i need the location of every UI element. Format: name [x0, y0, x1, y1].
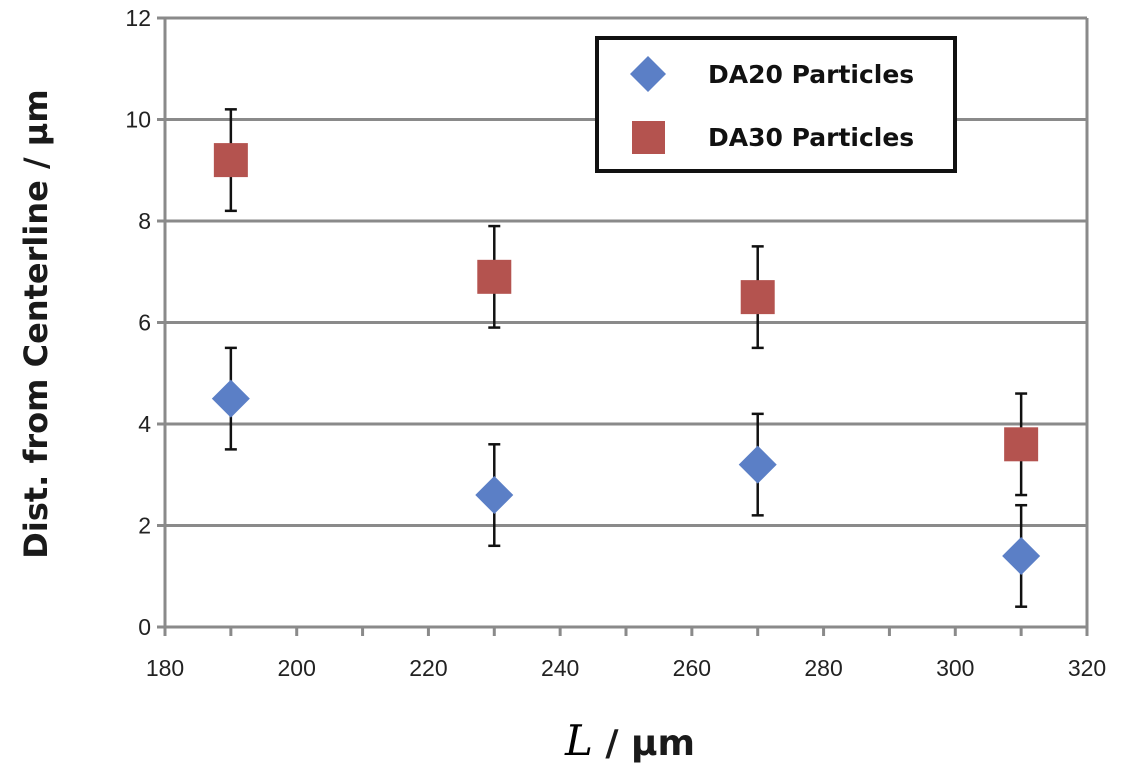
y-tick-label-6: 6 [138, 310, 151, 336]
point-da30-230 [477, 259, 512, 294]
y-tick-label-0: 0 [138, 614, 151, 640]
tick-labels: 0 2 4 6 8 10 12 180 200 220 240 260 280 300 320 [125, 5, 1106, 681]
point-da20-270 [738, 445, 777, 484]
data-markers [211, 143, 1041, 575]
legend: DA20 Particles DA30 Particles [595, 36, 957, 173]
legend-label-da30: DA30 Particles [708, 123, 914, 152]
point-da20-230 [475, 476, 514, 515]
y-tick-label-12: 12 [125, 5, 151, 31]
y-tick-label-8: 8 [138, 208, 151, 234]
point-da30-190 [213, 143, 248, 178]
x-tick-label-200: 200 [278, 655, 316, 681]
x-tick-label-280: 280 [804, 655, 842, 681]
x-tick-label-220: 220 [409, 655, 447, 681]
x-tick-label-260: 260 [673, 655, 711, 681]
x-axis-title: L / µm [564, 716, 695, 764]
y-tick-label-10: 10 [125, 107, 151, 133]
y-tick-label-4: 4 [138, 411, 151, 437]
legend-marker-da20 [630, 56, 666, 92]
x-axis-symbol: L [564, 716, 593, 764]
legend-label-da20: DA20 Particles [708, 60, 914, 89]
point-da20-190 [211, 379, 250, 418]
y-axis-title: Dist. from Centerline / µm [17, 89, 55, 558]
axes [157, 16, 1089, 636]
point-da20-310 [1002, 536, 1041, 575]
x-axis-unit: / µm [593, 723, 695, 764]
point-da30-310 [1004, 427, 1039, 462]
error-bars [224, 108, 1028, 608]
x-tick-label-300: 300 [936, 655, 974, 681]
point-da30-270 [740, 280, 775, 315]
x-tick-label-320: 320 [1068, 655, 1106, 681]
x-tick-label-240: 240 [541, 655, 579, 681]
y-tick-label-2: 2 [138, 513, 151, 539]
x-tick-label-180: 180 [146, 655, 184, 681]
legend-marker-da30 [632, 121, 665, 154]
